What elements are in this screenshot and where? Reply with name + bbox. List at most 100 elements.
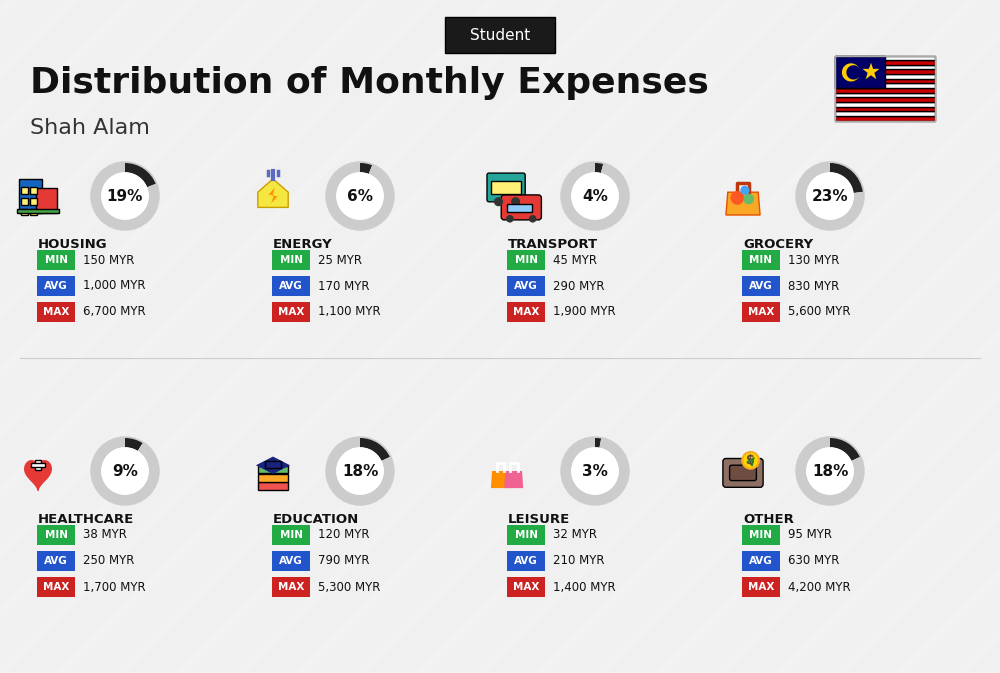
FancyBboxPatch shape: [272, 577, 310, 597]
Text: 9%: 9%: [112, 464, 138, 479]
Text: MIN: MIN: [280, 530, 303, 540]
Text: Student: Student: [470, 28, 530, 42]
FancyBboxPatch shape: [507, 577, 545, 597]
Text: MIN: MIN: [45, 255, 68, 265]
Wedge shape: [92, 163, 158, 229]
FancyBboxPatch shape: [742, 551, 780, 571]
Text: 150 MYR: 150 MYR: [83, 254, 134, 267]
Circle shape: [494, 197, 503, 206]
Wedge shape: [842, 63, 859, 81]
FancyBboxPatch shape: [258, 466, 288, 473]
FancyBboxPatch shape: [835, 106, 935, 111]
Wedge shape: [360, 438, 390, 461]
Circle shape: [730, 191, 744, 205]
Wedge shape: [830, 438, 860, 461]
FancyBboxPatch shape: [507, 204, 532, 212]
Text: 1,700 MYR: 1,700 MYR: [83, 581, 146, 594]
Text: 790 MYR: 790 MYR: [318, 555, 370, 567]
FancyBboxPatch shape: [37, 577, 75, 597]
FancyBboxPatch shape: [30, 209, 37, 215]
Circle shape: [740, 186, 749, 195]
Text: 45 MYR: 45 MYR: [553, 254, 597, 267]
FancyBboxPatch shape: [742, 250, 780, 270]
Text: MAX: MAX: [513, 307, 539, 317]
Circle shape: [101, 448, 149, 495]
Text: MIN: MIN: [514, 255, 538, 265]
FancyBboxPatch shape: [487, 173, 525, 202]
Wedge shape: [562, 438, 628, 504]
FancyBboxPatch shape: [835, 88, 935, 93]
FancyBboxPatch shape: [37, 302, 75, 322]
Text: MIN: MIN: [280, 255, 303, 265]
Text: MAX: MAX: [278, 582, 304, 592]
FancyBboxPatch shape: [491, 181, 521, 194]
FancyBboxPatch shape: [501, 195, 541, 220]
Text: HOUSING: HOUSING: [38, 238, 108, 251]
FancyBboxPatch shape: [30, 198, 37, 205]
Text: TRANSPORT: TRANSPORT: [508, 238, 598, 251]
Polygon shape: [491, 471, 510, 488]
FancyBboxPatch shape: [36, 188, 57, 213]
Text: AVG: AVG: [279, 281, 303, 291]
Text: AVG: AVG: [279, 556, 303, 566]
Text: 38 MYR: 38 MYR: [83, 528, 127, 542]
Circle shape: [511, 197, 520, 206]
Text: AVG: AVG: [514, 281, 538, 291]
Wedge shape: [830, 163, 863, 193]
FancyBboxPatch shape: [835, 55, 935, 60]
Text: MAX: MAX: [748, 582, 774, 592]
Text: MAX: MAX: [43, 582, 69, 592]
FancyBboxPatch shape: [507, 250, 545, 270]
Circle shape: [327, 438, 393, 504]
Circle shape: [92, 163, 158, 229]
Circle shape: [797, 163, 863, 229]
Polygon shape: [726, 192, 760, 215]
Text: EDUCATION: EDUCATION: [273, 513, 359, 526]
FancyBboxPatch shape: [835, 65, 935, 69]
FancyBboxPatch shape: [258, 483, 288, 490]
FancyBboxPatch shape: [21, 198, 28, 205]
Circle shape: [571, 448, 619, 495]
Text: 32 MYR: 32 MYR: [553, 528, 597, 542]
Text: 25 MYR: 25 MYR: [318, 254, 362, 267]
Text: $: $: [746, 454, 755, 467]
Wedge shape: [92, 438, 158, 504]
Text: 19%: 19%: [107, 188, 143, 203]
Circle shape: [101, 172, 149, 220]
Text: 4,200 MYR: 4,200 MYR: [788, 581, 851, 594]
Text: ENERGY: ENERGY: [273, 238, 333, 251]
FancyBboxPatch shape: [835, 111, 935, 116]
Polygon shape: [25, 461, 51, 490]
Wedge shape: [327, 163, 393, 229]
FancyBboxPatch shape: [272, 551, 310, 571]
Wedge shape: [125, 163, 156, 187]
Text: MAX: MAX: [513, 582, 539, 592]
FancyBboxPatch shape: [272, 276, 310, 296]
Polygon shape: [256, 456, 290, 474]
Text: MIN: MIN: [514, 530, 538, 540]
FancyBboxPatch shape: [272, 250, 310, 270]
FancyBboxPatch shape: [30, 187, 37, 194]
Circle shape: [797, 438, 863, 504]
Circle shape: [742, 452, 759, 468]
Wedge shape: [360, 163, 372, 174]
Text: 1,000 MYR: 1,000 MYR: [83, 279, 146, 293]
Circle shape: [506, 215, 514, 223]
FancyBboxPatch shape: [835, 93, 935, 98]
FancyBboxPatch shape: [835, 98, 935, 102]
FancyBboxPatch shape: [17, 209, 59, 213]
Text: 1,100 MYR: 1,100 MYR: [318, 306, 381, 318]
FancyBboxPatch shape: [742, 525, 780, 545]
FancyBboxPatch shape: [835, 79, 935, 83]
Text: 830 MYR: 830 MYR: [788, 279, 839, 293]
Text: Shah Alam: Shah Alam: [30, 118, 150, 138]
FancyBboxPatch shape: [730, 465, 756, 481]
Text: MAX: MAX: [43, 307, 69, 317]
Text: 23%: 23%: [812, 188, 848, 203]
FancyBboxPatch shape: [19, 179, 42, 213]
Circle shape: [806, 172, 854, 220]
Text: 5,600 MYR: 5,600 MYR: [788, 306, 851, 318]
Text: GROCERY: GROCERY: [743, 238, 813, 251]
Text: 290 MYR: 290 MYR: [553, 279, 604, 293]
FancyBboxPatch shape: [742, 302, 780, 322]
